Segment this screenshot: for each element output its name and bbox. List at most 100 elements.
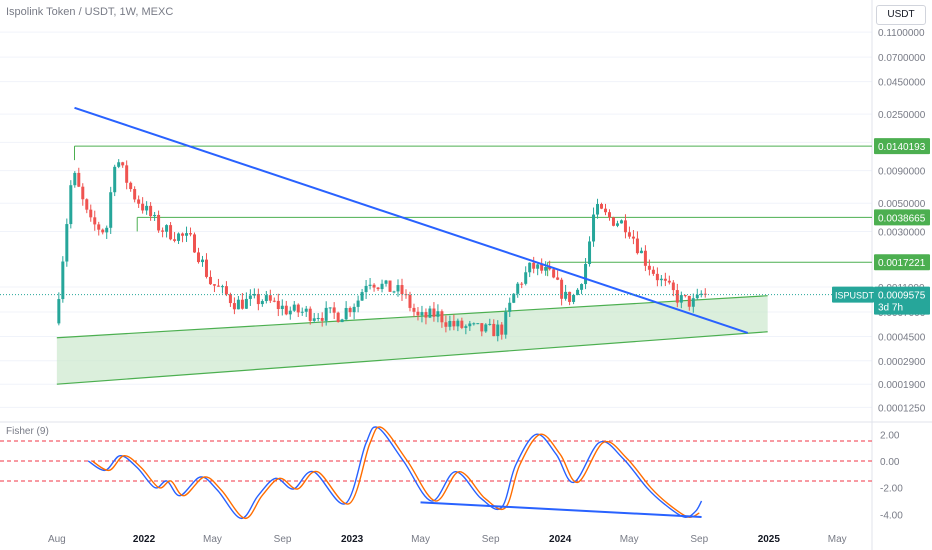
fisher-series-trigger: [91, 426, 700, 520]
candle-body: [324, 307, 328, 321]
candle: [232, 297, 236, 315]
candle-body: [57, 299, 61, 324]
candle-body: [161, 230, 165, 232]
candle-body: [635, 238, 639, 254]
price-tick-label: 0.0001250: [878, 403, 926, 414]
candle: [699, 290, 703, 298]
candle: [524, 266, 528, 286]
horizontal-levels[interactable]: [74, 145, 872, 277]
candle: [484, 323, 488, 333]
candle-body: [639, 250, 643, 254]
candle: [659, 275, 663, 287]
candle: [520, 281, 524, 289]
channel-upper-line[interactable]: [56, 295, 768, 339]
candle-body: [356, 300, 360, 307]
candle-body: [316, 317, 320, 319]
candle-body: [687, 295, 691, 307]
candle-body: [196, 252, 200, 263]
candle: [105, 225, 109, 239]
level-price-label: 0.0140193: [878, 142, 926, 153]
candle-body: [655, 273, 659, 281]
candle-body: [408, 294, 412, 308]
candle: [516, 281, 520, 298]
price-tick-label: 0.0450000: [878, 78, 926, 89]
candle: [268, 289, 272, 303]
candle: [177, 232, 181, 245]
trendline[interactable]: [74, 106, 749, 334]
candle-body: [65, 224, 69, 262]
candle: [57, 292, 61, 326]
candle: [240, 293, 244, 310]
candle: [284, 300, 288, 316]
candle: [153, 211, 157, 221]
candle: [149, 202, 153, 221]
candle: [596, 198, 600, 219]
candle-body: [157, 214, 161, 231]
candle-body: [340, 319, 344, 323]
ascending-channel[interactable]: [56, 295, 768, 385]
candle-body: [556, 277, 560, 280]
candle: [73, 171, 77, 188]
candle: [643, 245, 647, 272]
candle-body: [336, 312, 340, 323]
channel-lower-line[interactable]: [56, 331, 768, 385]
price-tick-label: 0.0250000: [878, 110, 926, 121]
candle: [352, 303, 356, 320]
candle: [101, 228, 105, 235]
candle-body: [380, 283, 384, 290]
candle-body: [105, 227, 109, 233]
fisher-pane[interactable]: 2.00 0.00 -2.00 -4.00: [0, 426, 903, 521]
candle: [408, 291, 412, 312]
candle-body: [584, 263, 588, 285]
candle-body: [372, 284, 376, 288]
candle: [81, 183, 85, 206]
candle-body: [488, 323, 492, 325]
candle: [324, 301, 328, 326]
candle-body: [272, 300, 276, 302]
candle: [424, 308, 428, 325]
candle: [356, 295, 360, 313]
candle: [627, 226, 631, 239]
divergence-line[interactable]: [420, 501, 702, 518]
candle-body: [392, 291, 396, 293]
currency-button[interactable]: USDT: [876, 5, 926, 25]
time-tick-label: 2024: [549, 534, 572, 545]
candle-body: [252, 293, 256, 296]
candle: [252, 288, 256, 299]
candle: [336, 311, 340, 323]
candle-body: [631, 236, 635, 239]
candle: [540, 258, 544, 274]
time-tick-label: May: [411, 534, 430, 545]
candle-body: [432, 308, 436, 317]
candle: [288, 306, 292, 320]
candle: [496, 320, 500, 342]
candle-body: [165, 225, 169, 232]
candle: [400, 278, 404, 301]
candle-body: [240, 299, 244, 309]
candle: [647, 259, 651, 276]
candle-body: [492, 323, 496, 337]
candle-body: [173, 239, 177, 241]
candle: [456, 318, 460, 332]
candle-body: [284, 305, 288, 315]
candle-body: [548, 267, 552, 270]
candle-body: [288, 310, 292, 315]
channel-fill[interactable]: [56, 295, 768, 385]
candle-body: [444, 322, 448, 327]
candle: [344, 301, 348, 321]
descending-trendline[interactable]: [74, 106, 749, 334]
candle-body: [244, 298, 248, 309]
time-axis[interactable]: Aug 2022 May Sep 2023 May Sep 2024 May Sep 2025 May: [48, 534, 847, 545]
candle-body: [348, 307, 352, 313]
candle-body: [683, 295, 687, 297]
candle: [592, 207, 596, 247]
time-tick-label: 2022: [133, 534, 156, 545]
candle: [328, 307, 332, 314]
candle-body: [675, 290, 679, 303]
candle-body: [659, 278, 663, 281]
candle: [412, 303, 416, 317]
candle: [651, 266, 655, 276]
candle-body: [300, 311, 304, 313]
candle: [432, 302, 436, 322]
